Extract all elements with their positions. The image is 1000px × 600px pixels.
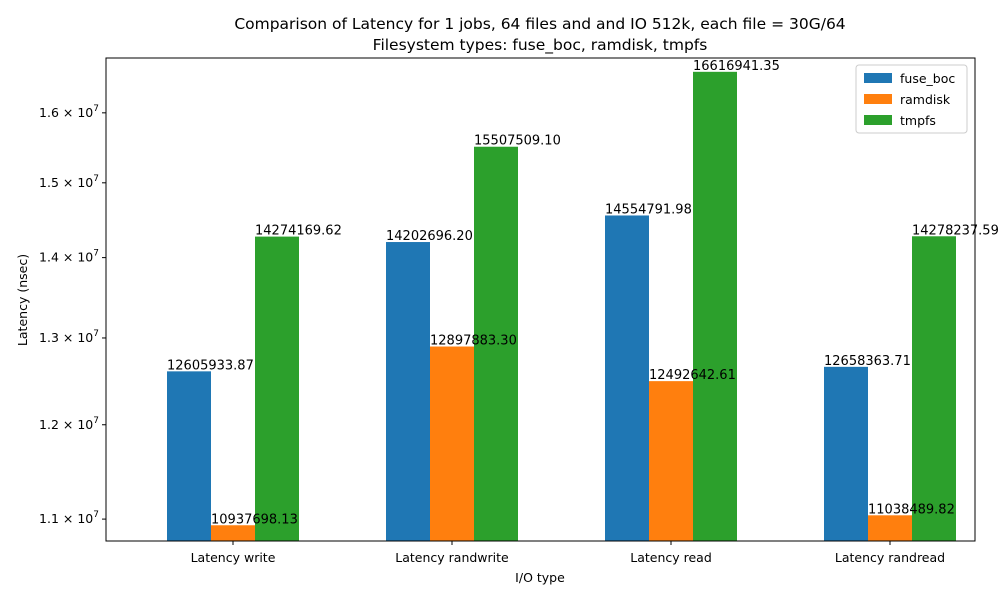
y-tick-base-1: × 10 — [63, 417, 93, 432]
data-label-ramdisk-1: 12897883.30 — [430, 334, 517, 349]
data-label-ramdisk-3: 11038489.82 — [868, 502, 955, 517]
y-tick-base-3: × 10 — [63, 250, 93, 265]
y-tick-mantissa-2: 1.3 — [39, 330, 63, 345]
data-label-tmpfs-1: 15507509.10 — [474, 134, 561, 149]
y-tick-mantissa-3: 1.4 — [39, 250, 63, 265]
data-label-ramdisk-0: 10937698.13 — [211, 512, 298, 527]
legend-label-tmpfs: tmpfs — [900, 113, 936, 128]
x-tick-label-1: Latency randwrite — [395, 550, 509, 565]
y-tick-mantissa-0: 1.1 — [39, 511, 63, 526]
data-label-tmpfs-2: 16616941.35 — [693, 59, 780, 74]
data-label-tmpfs-0: 14274169.62 — [255, 224, 342, 239]
y-tick-base-2: × 10 — [63, 330, 93, 345]
y-tick-label-1: 1.2 × 107 — [39, 416, 99, 432]
data-label-tmpfs-3: 14278237.59 — [912, 223, 999, 238]
y-tick-label-5: 1.6 × 107 — [39, 104, 99, 120]
y-tick-label-3: 1.4 × 107 — [39, 249, 99, 265]
bar-tmpfs-3 — [912, 236, 956, 541]
y-tick-label-4: 1.5 × 107 — [39, 174, 99, 190]
y-tick-base-5: × 10 — [63, 105, 93, 120]
y-tick-label-0: 1.1 × 107 — [39, 510, 99, 526]
y-tick-base-4: × 10 — [63, 175, 93, 190]
bar-ramdisk-3 — [868, 515, 912, 541]
data-label-fuse_boc-2: 14554791.98 — [605, 202, 692, 217]
y-tick-exponent-1: 7 — [93, 416, 99, 426]
data-label-ramdisk-2: 12492642.61 — [649, 368, 736, 383]
y-tick-exponent-5: 7 — [93, 104, 99, 114]
y-tick-exponent-4: 7 — [93, 174, 99, 184]
y-tick-exponent-2: 7 — [93, 329, 99, 339]
plot-frame — [105, 57, 976, 542]
x-tick-label-2: Latency read — [630, 550, 712, 565]
chart-subtitle: Filesystem types: fuse_boc, ramdisk, tmp… — [373, 36, 708, 55]
y-tick-mantissa-4: 1.5 — [39, 175, 63, 190]
data-label-fuse_boc-1: 14202696.20 — [386, 229, 473, 244]
data-labels-group: 12605933.87 14202696.20 14554791.98 1265836… — [167, 59, 999, 527]
bar-ramdisk-2 — [649, 381, 693, 541]
chart-title: Comparison of Latency for 1 jobs, 64 fil… — [234, 15, 845, 33]
x-tick-label-3: Latency randread — [835, 550, 945, 565]
bar-ramdisk-1 — [430, 346, 474, 541]
y-axis-label: Latency (nsec) — [15, 254, 30, 346]
bar-tmpfs-2 — [693, 71, 737, 541]
y-tick-exponent-3: 7 — [93, 249, 99, 259]
x-axis: Latency write Latency randwrite Latency re… — [191, 541, 945, 565]
y-tick-mantissa-1: 1.2 — [39, 417, 63, 432]
bar-fuse_boc-3 — [824, 366, 868, 541]
x-tick-label-0: Latency write — [191, 550, 276, 565]
data-label-fuse_boc-0: 12605933.87 — [167, 358, 254, 373]
legend-label-fuse_boc: fuse_boc — [900, 71, 955, 86]
bar-fuse_boc-0 — [167, 371, 211, 541]
bar-ramdisk-0 — [211, 525, 255, 541]
bar-fuse_boc-2 — [605, 215, 649, 541]
bars-group — [167, 71, 956, 542]
legend-label-ramdisk: ramdisk — [900, 92, 951, 107]
y-tick-mantissa-5: 1.6 — [39, 105, 63, 120]
data-label-fuse_boc-3: 12658363.71 — [824, 354, 911, 369]
y-tick-exponent-0: 7 — [93, 510, 99, 520]
bar-fuse_boc-1 — [386, 242, 430, 542]
legend-swatch-tmpfs — [864, 115, 892, 125]
legend-swatch-ramdisk — [864, 94, 892, 104]
legend-swatch-fuse_boc — [864, 73, 892, 83]
bar-tmpfs-0 — [255, 236, 299, 541]
x-axis-label: I/O type — [515, 570, 565, 585]
y-tick-label-2: 1.3 × 107 — [39, 329, 99, 345]
y-tick-base-0: × 10 — [63, 511, 93, 526]
bar-tmpfs-1 — [474, 146, 518, 541]
